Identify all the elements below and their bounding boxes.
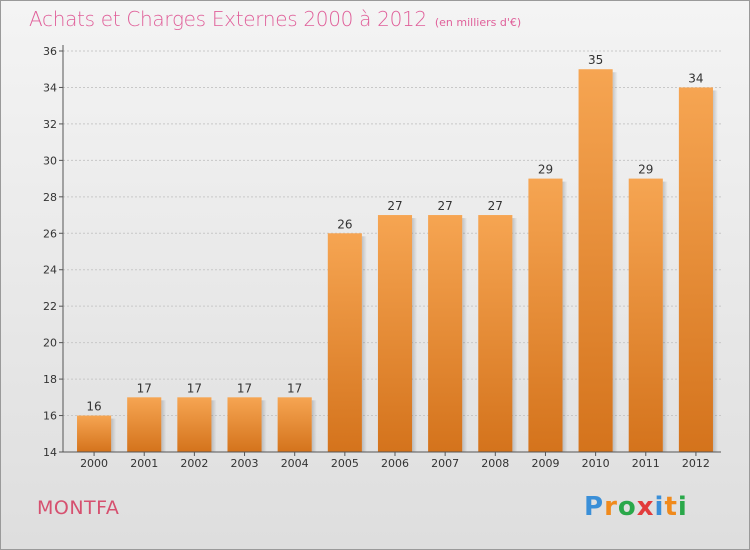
y-tick-label: 36 [43, 45, 57, 58]
bar [578, 69, 613, 453]
bar-shadow [261, 400, 267, 452]
x-tick-label: 2006 [381, 457, 409, 470]
logo-letter: r [604, 492, 618, 522]
logo-letter: o [617, 492, 637, 522]
bar-shadow [512, 218, 518, 452]
data-label: 27 [387, 199, 402, 213]
logo-letter: P [584, 492, 605, 522]
bar-shadow [462, 218, 468, 452]
bar [77, 415, 112, 452]
x-tick-label: 2004 [281, 457, 309, 470]
logo-letter: i [677, 492, 688, 522]
data-label: 34 [688, 71, 703, 85]
y-tick-label: 24 [43, 264, 57, 277]
data-label: 17 [237, 381, 252, 395]
logo-letter: i [654, 492, 665, 522]
bar-shadow [712, 90, 718, 453]
data-label: 16 [86, 400, 101, 414]
chart-title: Achats et Charges Externes 2000 à 2012 (e… [29, 7, 521, 31]
logo-letter: x [636, 492, 655, 522]
data-label: 35 [588, 53, 603, 67]
bar-shadow [361, 236, 367, 452]
bar-shadow [161, 400, 167, 452]
bar-shadow [412, 218, 418, 452]
data-label: 26 [337, 217, 352, 231]
x-tick-label: 2008 [481, 457, 509, 470]
x-tick-label: 2007 [431, 457, 459, 470]
y-tick-label: 22 [43, 300, 57, 313]
bar [528, 178, 563, 452]
y-tick-label: 20 [43, 337, 57, 350]
bar [678, 87, 713, 453]
chart-title-text: Achats et Charges Externes 2000 à 2012 [29, 7, 427, 31]
bar [628, 178, 663, 452]
bar [127, 397, 162, 452]
x-tick-label: 2011 [632, 457, 660, 470]
x-tick-label: 2001 [130, 457, 158, 470]
x-tick-label: 2005 [331, 457, 359, 470]
x-tick-label: 2003 [231, 457, 259, 470]
y-tick-label: 32 [43, 118, 57, 131]
bars: 16 17 17 17 17 26 27 27 27 29 35 29 34 [77, 53, 718, 453]
bar [227, 397, 262, 452]
data-label: 17 [187, 381, 202, 395]
bar-shadow [311, 400, 317, 452]
y-tick-label: 14 [43, 446, 57, 459]
y-tick-label: 26 [43, 227, 57, 240]
x-tick-label: 2009 [531, 457, 559, 470]
chart-unit-label: (en milliers d'€) [434, 16, 522, 29]
commune-name: MONTFA [37, 497, 120, 519]
x-tick-label: 2002 [180, 457, 208, 470]
bar-shadow [662, 181, 668, 452]
bar-shadow [562, 181, 568, 452]
y-tick-label: 18 [43, 373, 57, 386]
y-tick-label: 34 [43, 81, 57, 94]
bar-shadow [211, 400, 217, 452]
x-tick-label: 2010 [582, 457, 610, 470]
y-tick-label: 28 [43, 191, 57, 204]
y-tick-label: 16 [43, 410, 57, 423]
x-tick-label: 2012 [682, 457, 710, 470]
bar [177, 397, 212, 452]
logo-letter: t [664, 492, 678, 522]
bar [478, 215, 513, 452]
data-label: 17 [137, 381, 152, 395]
bar [377, 215, 413, 452]
data-label: 29 [638, 163, 653, 177]
bar-shadow [612, 72, 618, 453]
bar [327, 233, 362, 452]
bar [428, 215, 463, 452]
x-tick-label: 2000 [80, 457, 108, 470]
data-label: 17 [287, 381, 302, 395]
data-label: 27 [438, 199, 453, 213]
data-label: 27 [488, 199, 503, 213]
data-label: 29 [538, 163, 553, 177]
bar-shadow [111, 418, 117, 452]
y-tick-label: 30 [43, 154, 57, 167]
axes: 14 16 18 20 22 24 26 28 30 32 34 36 2000 2001 2002 2003… [43, 45, 721, 470]
proxiti-logo: Proxiti [584, 492, 688, 522]
bar [277, 397, 312, 452]
